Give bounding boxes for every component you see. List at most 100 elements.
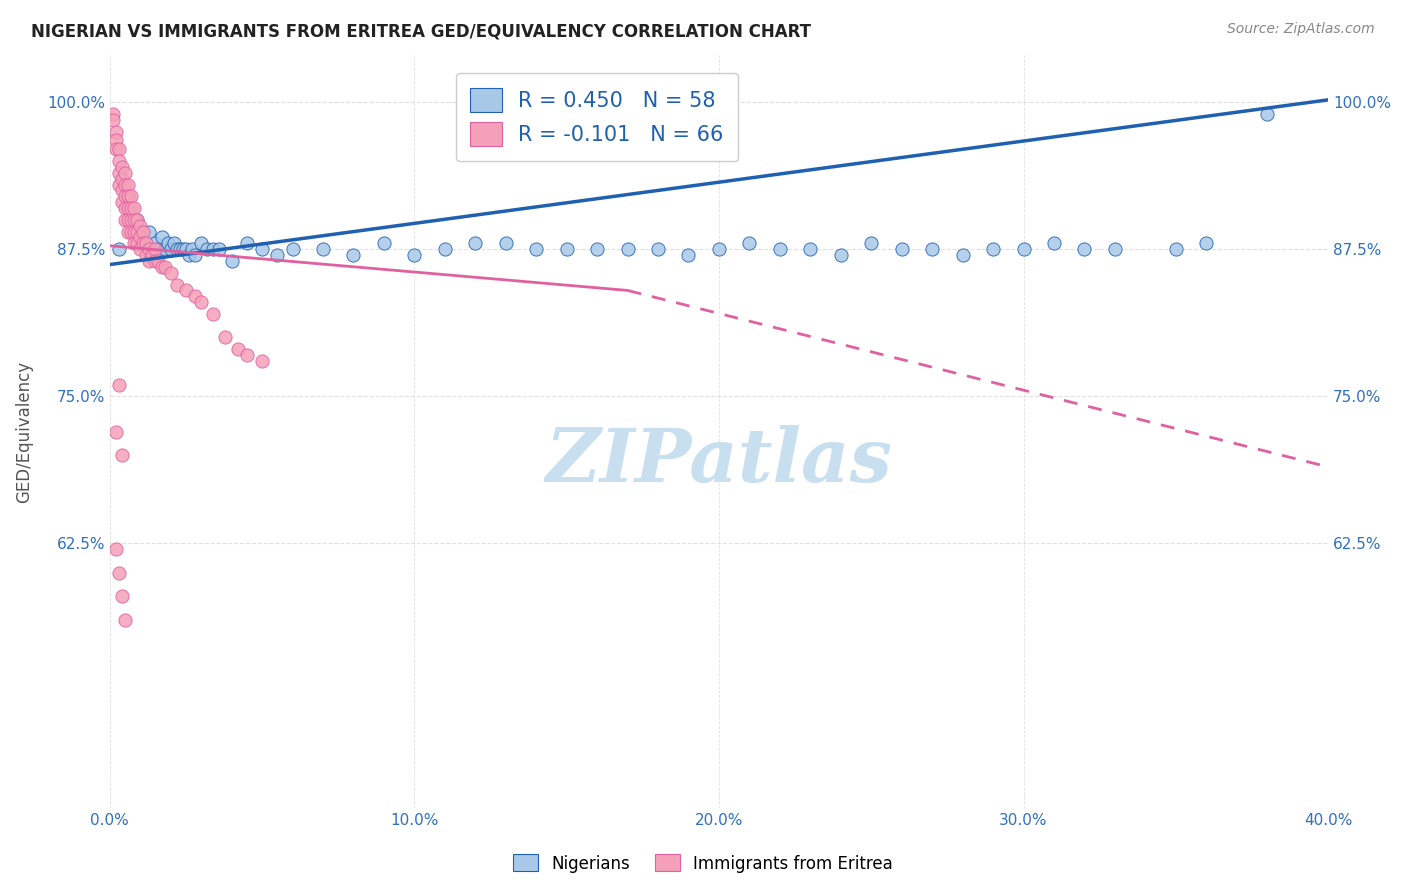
- Point: [117, 178, 139, 192]
- Point: [108, 178, 131, 192]
- Point: [111, 448, 134, 462]
- Point: [104, 133, 127, 147]
- Point: [1043, 236, 1066, 251]
- Point: [172, 242, 194, 256]
- Point: [145, 242, 167, 256]
- Point: [111, 160, 134, 174]
- Point: [190, 236, 212, 251]
- Point: [145, 254, 167, 268]
- Point: [174, 242, 197, 256]
- Point: [236, 348, 259, 362]
- Point: [153, 242, 176, 256]
- Point: [138, 254, 160, 268]
- Point: [108, 166, 131, 180]
- Point: [111, 590, 134, 604]
- Point: [114, 613, 136, 627]
- Point: [678, 248, 700, 262]
- Point: [226, 343, 249, 357]
- Point: [117, 189, 139, 203]
- Point: [135, 236, 157, 251]
- Point: [127, 212, 149, 227]
- Point: [114, 178, 136, 192]
- Point: [202, 307, 225, 321]
- Point: [1164, 242, 1187, 256]
- Point: [202, 242, 225, 256]
- Point: [342, 248, 364, 262]
- Point: [799, 242, 821, 256]
- Point: [166, 277, 188, 292]
- Point: [156, 236, 179, 251]
- Point: [184, 289, 207, 303]
- Point: [101, 107, 124, 121]
- Point: [117, 189, 139, 203]
- Text: ZIPatlas: ZIPatlas: [546, 425, 893, 498]
- Point: [281, 242, 304, 256]
- Point: [108, 242, 131, 256]
- Point: [236, 236, 259, 251]
- Point: [177, 248, 200, 262]
- Point: [190, 295, 212, 310]
- Point: [104, 542, 127, 557]
- Point: [117, 212, 139, 227]
- Point: [129, 242, 152, 256]
- Point: [221, 254, 243, 268]
- Point: [1195, 236, 1218, 251]
- Point: [1256, 107, 1278, 121]
- Point: [214, 330, 236, 344]
- Point: [132, 236, 155, 251]
- Point: [647, 242, 669, 256]
- Point: [208, 242, 231, 256]
- Point: [952, 248, 974, 262]
- Point: [114, 212, 136, 227]
- Point: [250, 354, 273, 368]
- Point: [1073, 242, 1095, 256]
- Point: [404, 248, 426, 262]
- Point: [108, 566, 131, 580]
- Point: [127, 212, 149, 227]
- Point: [181, 242, 204, 256]
- Point: [586, 242, 609, 256]
- Point: [122, 225, 145, 239]
- Point: [159, 266, 181, 280]
- Text: Source: ZipAtlas.com: Source: ZipAtlas.com: [1227, 22, 1375, 37]
- Point: [495, 236, 517, 251]
- Point: [114, 201, 136, 215]
- Point: [104, 142, 127, 156]
- Point: [184, 248, 207, 262]
- Point: [148, 242, 170, 256]
- Point: [145, 236, 167, 251]
- Point: [1012, 242, 1035, 256]
- Point: [159, 242, 181, 256]
- Point: [120, 212, 142, 227]
- Point: [921, 242, 943, 256]
- Point: [104, 425, 127, 439]
- Point: [127, 236, 149, 251]
- Point: [111, 183, 134, 197]
- Legend: Nigerians, Immigrants from Eritrea: Nigerians, Immigrants from Eritrea: [506, 847, 900, 880]
- Point: [114, 189, 136, 203]
- Point: [122, 212, 145, 227]
- Point: [129, 219, 152, 233]
- Point: [108, 154, 131, 169]
- Text: NIGERIAN VS IMMIGRANTS FROM ERITREA GED/EQUIVALENCY CORRELATION CHART: NIGERIAN VS IMMIGRANTS FROM ERITREA GED/…: [31, 22, 811, 40]
- Point: [616, 242, 638, 256]
- Point: [104, 125, 127, 139]
- Point: [860, 236, 883, 251]
- Point: [707, 242, 730, 256]
- Point: [120, 201, 142, 215]
- Point: [150, 260, 173, 274]
- Point: [169, 242, 191, 256]
- Point: [830, 248, 852, 262]
- Point: [108, 377, 131, 392]
- Point: [132, 225, 155, 239]
- Point: [138, 225, 160, 239]
- Point: [769, 242, 792, 256]
- Point: [166, 242, 188, 256]
- Legend: R = 0.450   N = 58, R = -0.101   N = 66: R = 0.450 N = 58, R = -0.101 N = 66: [456, 73, 738, 161]
- Point: [122, 236, 145, 251]
- Point: [373, 236, 395, 251]
- Point: [890, 242, 912, 256]
- Point: [111, 195, 134, 210]
- Point: [524, 242, 547, 256]
- Point: [150, 230, 173, 244]
